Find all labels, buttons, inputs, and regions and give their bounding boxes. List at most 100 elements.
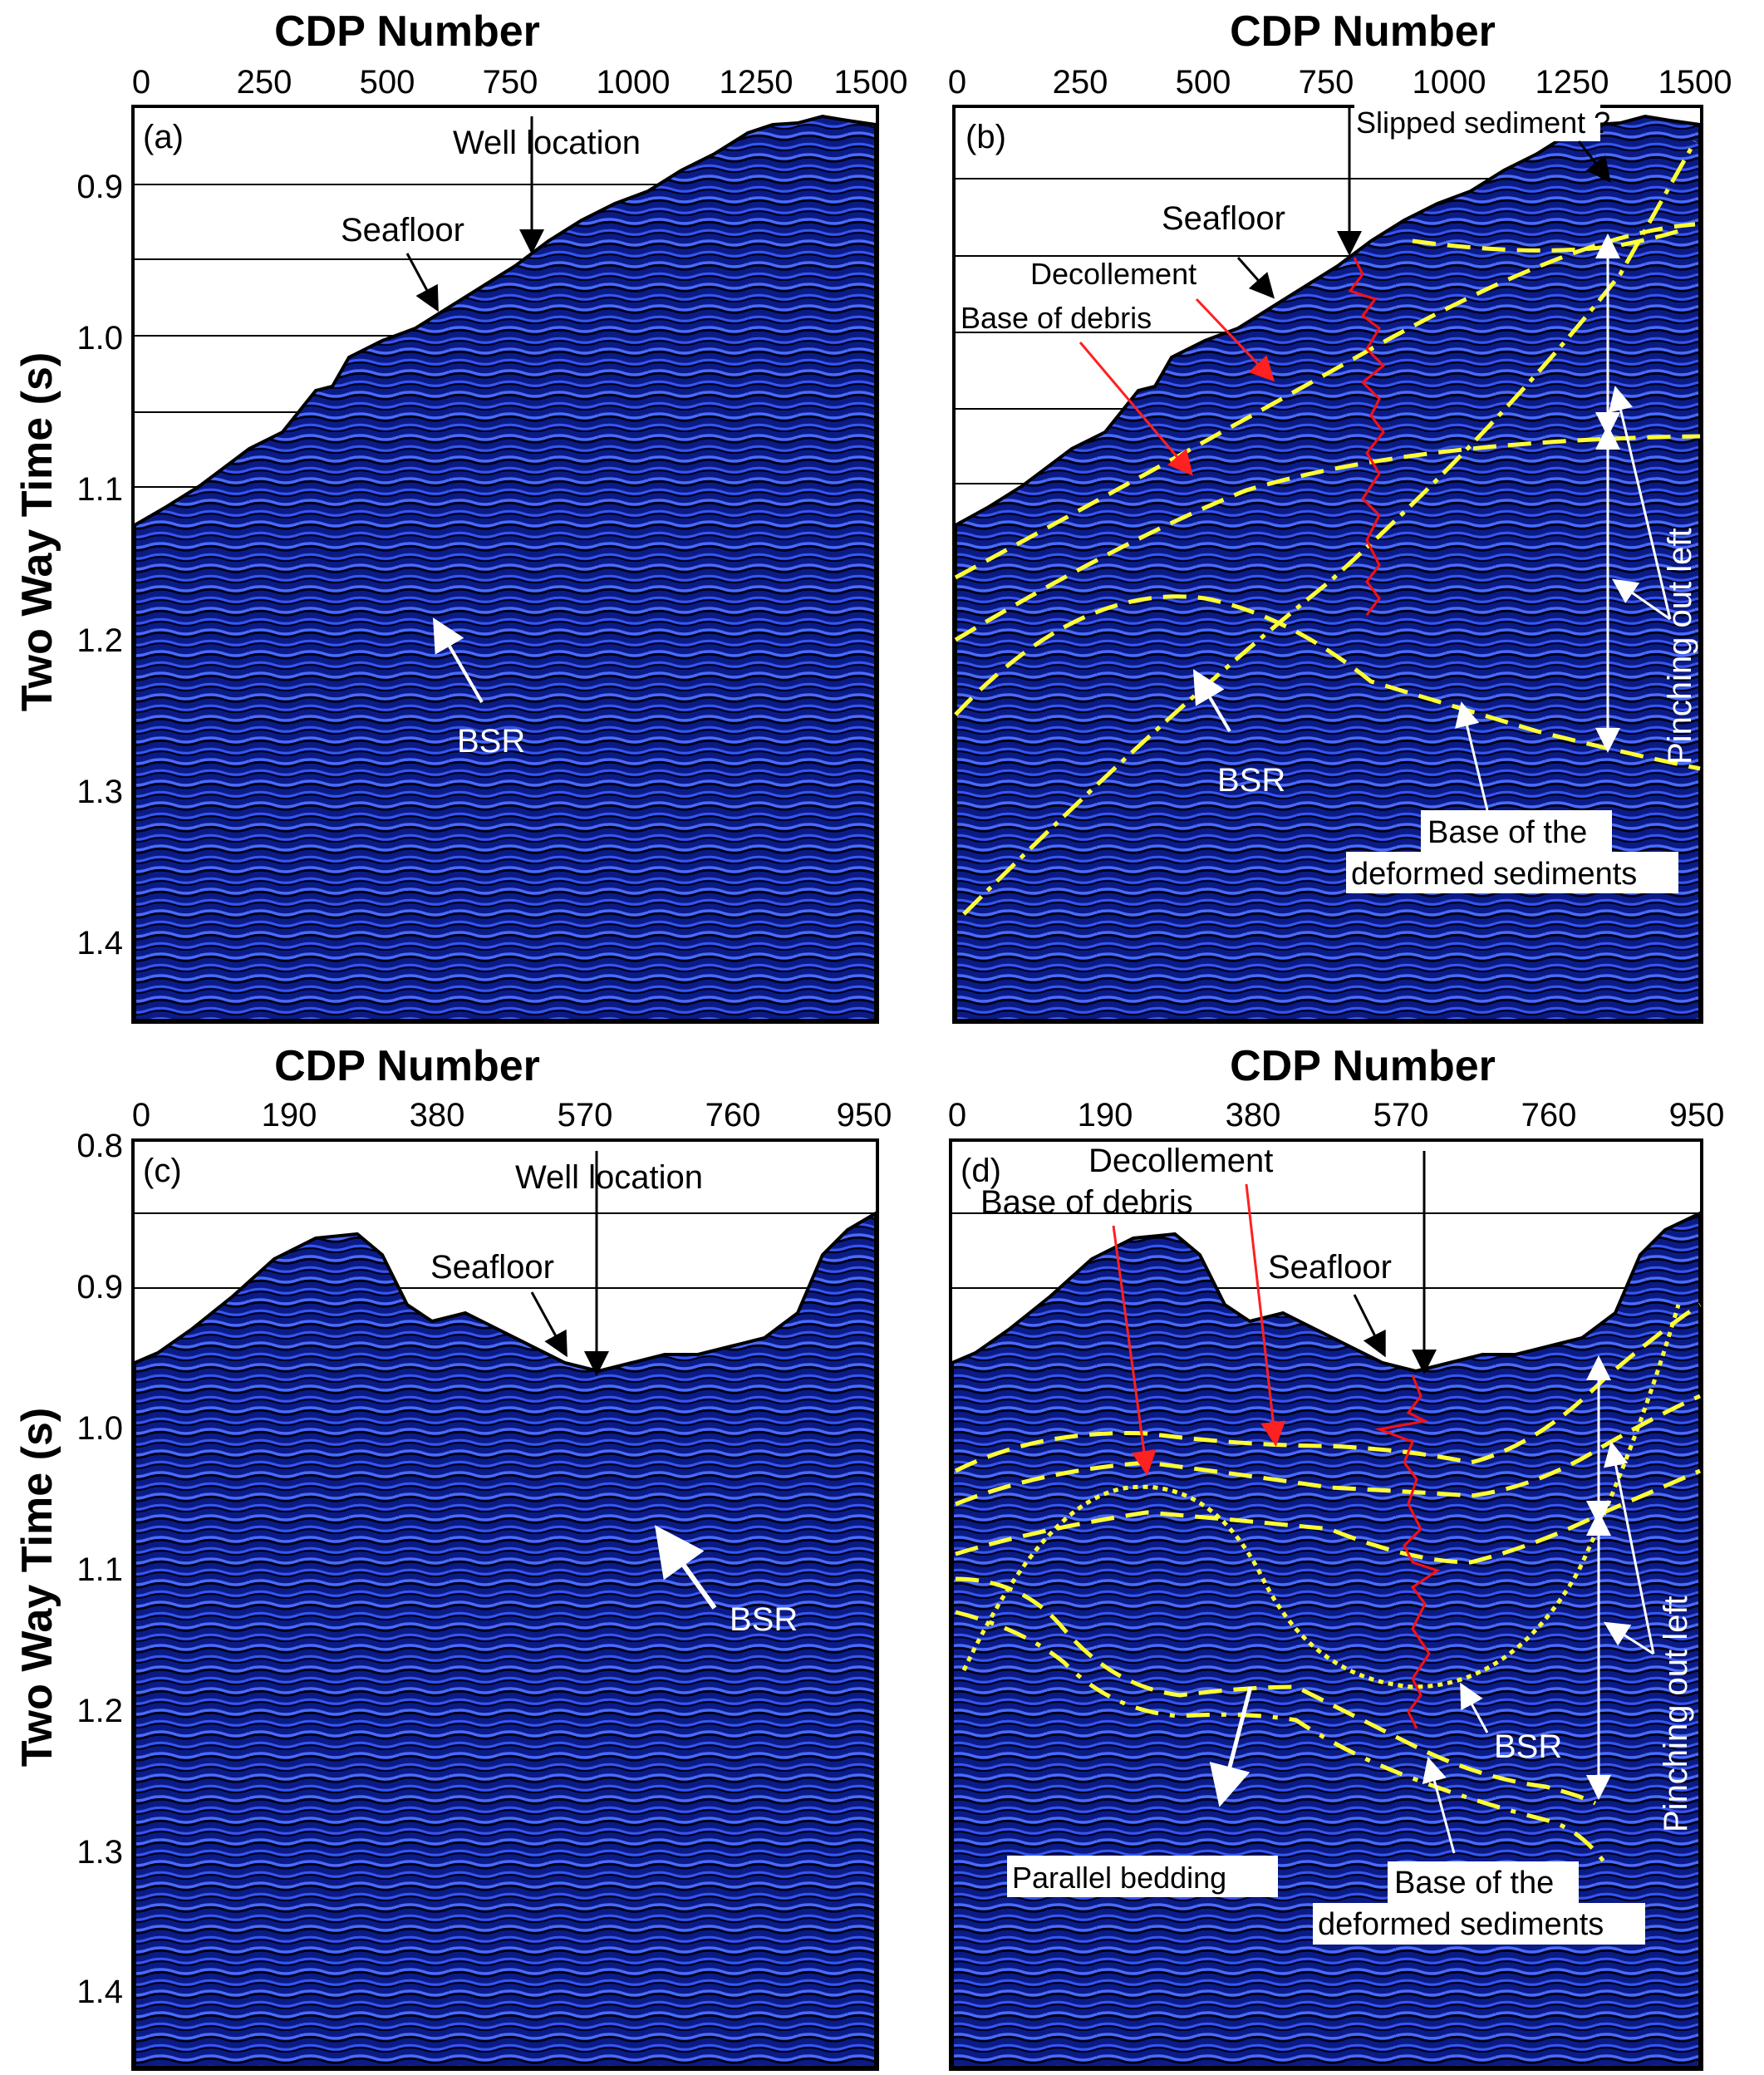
- seafloor-label: Seafloor: [1268, 1249, 1392, 1286]
- base-deformed-label: Base of the: [1394, 1866, 1554, 1900]
- seafloor-label: Seafloor: [341, 212, 464, 248]
- slipped-arrow: [1577, 140, 1611, 183]
- base-debris-label: Base of debris: [980, 1184, 1193, 1221]
- x-ticks: 0 250 500 750 1000 1250 1500: [132, 64, 908, 101]
- tick-label: 0: [132, 1097, 150, 1133]
- tick-label: 380: [1226, 1097, 1281, 1133]
- base-deformed-label-bg: [1421, 810, 1612, 852]
- tick-label: 250: [237, 64, 292, 101]
- panel-b: CDP Number 0 250 500 750 1000 1250 1500: [948, 7, 1732, 1024]
- pinching-label: Pinching out left: [1658, 1596, 1694, 1832]
- base-deformed-label: deformed sediments: [1318, 1907, 1604, 1942]
- tick-label: 1.1: [76, 1551, 123, 1588]
- seismic-section: [133, 1210, 877, 2069]
- base-deformed-horizon: [954, 594, 1701, 771]
- tick-label: 1.2: [76, 1693, 123, 1729]
- tick-label: 0.8: [76, 1128, 123, 1164]
- tick-label: 250: [1053, 64, 1108, 101]
- well-log: [1374, 1374, 1441, 1729]
- pinching-label: Pinching out left: [1662, 528, 1698, 765]
- base-deformed-arrow: [1422, 1757, 1456, 1854]
- seafloor-label: Seafloor: [430, 1249, 554, 1286]
- y-axis-title: Two Way Time (s): [13, 1408, 61, 1767]
- x-axis-title: CDP Number: [1230, 7, 1496, 56]
- tick-label: 1250: [720, 64, 794, 101]
- tick-label: 1.2: [76, 622, 123, 659]
- tick-label: 1.4: [76, 1974, 123, 2010]
- tick-label: 1500: [834, 64, 908, 101]
- x-axis-title: CDP Number: [274, 1042, 540, 1090]
- seafloor-arrow: [530, 1291, 568, 1358]
- y-axis-title: Two Way Time (s): [13, 352, 61, 711]
- tick-label: 1.1: [76, 471, 123, 508]
- parallel-bedding-arrow: [1209, 1686, 1253, 1807]
- well-log: [1348, 257, 1386, 616]
- bsr-arrow: [432, 617, 484, 704]
- parallel-label-bg: [1007, 1856, 1278, 1897]
- bsr-label: BSR: [730, 1601, 798, 1638]
- base-deformed-label-bg: [1388, 1861, 1579, 1903]
- panel-label: (b): [966, 119, 1006, 155]
- tick-label: 950: [1669, 1097, 1725, 1133]
- seismic-section: [954, 114, 1702, 1022]
- tick-label: 1.0: [76, 1410, 123, 1447]
- tick-label: 1.3: [76, 1834, 123, 1871]
- seafloor-arrow: [1353, 1294, 1386, 1358]
- bsr-arrow: [1192, 669, 1231, 733]
- x-axis-title: CDP Number: [1230, 1042, 1496, 1090]
- base-debris-label: Base of debris: [961, 301, 1152, 335]
- base-deformed-arrow: [1455, 701, 1489, 811]
- decollement-arrow: [1245, 1183, 1286, 1447]
- tick-label: 190: [262, 1097, 317, 1133]
- tick-label: 1000: [597, 64, 671, 101]
- base-deformed-horizon-lower: [955, 1576, 1597, 1806]
- pinching-arrow: [1603, 1621, 1654, 1655]
- tick-label: 1.3: [76, 774, 123, 810]
- tick-label: 1500: [1658, 64, 1732, 101]
- well-location-label: Well location: [453, 125, 641, 161]
- parallel-bedding-horizon: [955, 1610, 1605, 1863]
- decollement-horizon: [954, 222, 1696, 580]
- seismic-section: [951, 1210, 1702, 2069]
- tick-label: 380: [410, 1097, 465, 1133]
- seafloor-arrow: [1236, 257, 1275, 299]
- well-location-label: Well location: [515, 1159, 703, 1196]
- panel-c: CDP Number 0 190 380 570 760 950 Two Way…: [13, 1042, 892, 2071]
- tick-label: 760: [705, 1097, 761, 1133]
- bsr-label: BSR: [1494, 1728, 1562, 1765]
- panel-label: (d): [961, 1153, 1001, 1189]
- decollement-label: Decollement: [1088, 1143, 1273, 1179]
- tick-label: 1.0: [76, 320, 123, 356]
- seafloor-arrow: [405, 253, 439, 312]
- decollement-label: Decollement: [1030, 257, 1196, 291]
- tick-label: 750: [483, 64, 538, 101]
- x-ticks: 0 190 380 570 760 950: [948, 1097, 1725, 1133]
- y-ticks: 0.9 1.0 1.1 1.2 1.3 1.4: [76, 169, 123, 961]
- tick-label: 1.4: [76, 925, 123, 961]
- panel-label: (c): [143, 1153, 182, 1189]
- panel-d: CDP Number 0 190 380 570 760 950 (d) Dec…: [948, 1042, 1725, 2071]
- seismic-section: [133, 114, 877, 1022]
- x-axis-title: CDP Number: [274, 7, 540, 56]
- base-debris-arrow: [1112, 1225, 1157, 1476]
- base-deformed-label: deformed sediments: [1351, 857, 1637, 892]
- x-ticks: 0 250 500 750 1000 1250 1500: [948, 64, 1732, 101]
- tick-label: 0: [132, 64, 150, 101]
- bsr-label: BSR: [1217, 762, 1285, 799]
- panel-a: CDP Number 0 250 500 750 1000 1250 1500 …: [13, 7, 908, 1024]
- parallel-label: Parallel bedding: [1012, 1861, 1226, 1895]
- slipped-label: Slipped sediment ?: [1356, 106, 1610, 140]
- base-deformed-label: Base of the: [1427, 815, 1587, 850]
- tick-label: 0.9: [76, 1269, 123, 1305]
- pinching-arrow: [1608, 386, 1672, 620]
- x-ticks: 0 190 380 570 760 950: [132, 1097, 892, 1133]
- tick-label: 190: [1078, 1097, 1133, 1133]
- tick-label: 760: [1521, 1097, 1577, 1133]
- tick-label: 500: [1176, 64, 1231, 101]
- y-ticks: 0.8 0.9 1.0 1.1 1.2 1.3 1.4: [76, 1128, 123, 2010]
- base-debris-arrow: [1079, 342, 1193, 476]
- bsr-horizon: [962, 140, 1698, 916]
- tick-label: 750: [1299, 64, 1354, 101]
- tick-label: 0.9: [76, 169, 123, 205]
